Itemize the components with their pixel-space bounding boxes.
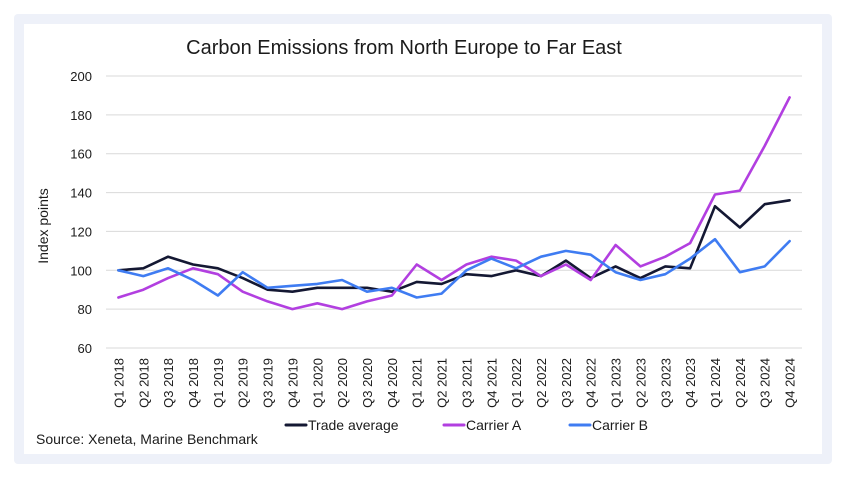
chart-title: Carbon Emissions from North Europe to Fa… — [186, 37, 622, 59]
source-note: Source: Xeneta, Marine Benchmark — [36, 431, 259, 447]
x-tick-label: Q2 2018 — [136, 358, 151, 408]
x-tick-label: Q1 2022 — [509, 358, 524, 408]
x-tick-label: Q2 2023 — [633, 358, 648, 408]
legend-label: Carrier B — [592, 417, 648, 433]
x-tick-label: Q1 2023 — [609, 358, 624, 408]
x-tick-label: Q2 2024 — [733, 358, 748, 408]
x-tick-label: Q4 2018 — [186, 358, 201, 408]
y-tick-label: 140 — [70, 186, 92, 201]
x-tick-label: Q1 2019 — [211, 358, 226, 408]
x-tick-label: Q3 2019 — [261, 358, 276, 408]
x-tick-label: Q2 2019 — [236, 358, 251, 408]
y-axis-label: Index points — [35, 188, 51, 264]
x-tick-label: Q1 2020 — [310, 358, 325, 408]
y-tick-label: 60 — [78, 341, 92, 356]
x-tick-label: Q4 2024 — [783, 358, 798, 408]
y-tick-label: 200 — [70, 69, 92, 84]
x-tick-label: Q4 2019 — [285, 358, 300, 408]
y-tick-labels: 60 80 100 120 140 160 180 200 — [70, 69, 92, 356]
x-tick-label: Q2 2021 — [435, 358, 450, 408]
x-tick-label: Q3 2023 — [658, 358, 673, 408]
y-tick-label: 80 — [78, 302, 92, 317]
y-tick-label: 100 — [70, 263, 92, 278]
x-tick-label: Q1 2018 — [111, 358, 126, 408]
x-tick-label: Q4 2021 — [484, 358, 499, 408]
series-line-trade-average — [117, 199, 791, 294]
series-line-carrier-a — [117, 96, 791, 311]
x-tick-label: Q2 2022 — [534, 358, 549, 408]
x-tick-label: Q3 2020 — [360, 358, 375, 408]
line-chart: Carbon Emissions from North Europe to Fa… — [35, 37, 802, 447]
series-layer — [117, 96, 791, 311]
x-tick-label: Q4 2020 — [385, 358, 400, 408]
x-tick-label: Q1 2024 — [708, 358, 723, 408]
legend-label: Trade average — [308, 417, 399, 433]
x-tick-label: Q3 2024 — [758, 358, 773, 408]
y-tick-label: 160 — [70, 147, 92, 162]
series-line-carrier-b — [117, 237, 791, 299]
y-tick-label: 180 — [70, 108, 92, 123]
x-tick-label: Q3 2021 — [459, 358, 474, 408]
x-tick-label: Q3 2022 — [559, 358, 574, 408]
x-tick-label: Q4 2022 — [584, 358, 599, 408]
x-tick-label: Q1 2021 — [410, 358, 425, 408]
legend: Trade average Carrier A Carrier B — [284, 417, 648, 433]
chart-card: Carbon Emissions from North Europe to Fa… — [24, 24, 822, 454]
x-tick-label: Q4 2023 — [683, 358, 698, 408]
y-tick-label: 120 — [70, 224, 92, 239]
x-tick-labels: Q1 2018 Q2 2018 Q3 2018 Q4 2018 Q1 2019 Q2 20… — [111, 358, 797, 408]
legend-label: Carrier A — [466, 417, 522, 433]
x-tick-label: Q2 2020 — [335, 358, 350, 408]
chart-frame: Carbon Emissions from North Europe to Fa… — [14, 14, 832, 464]
grid-layer — [106, 75, 802, 349]
x-tick-label: Q3 2018 — [161, 358, 176, 408]
